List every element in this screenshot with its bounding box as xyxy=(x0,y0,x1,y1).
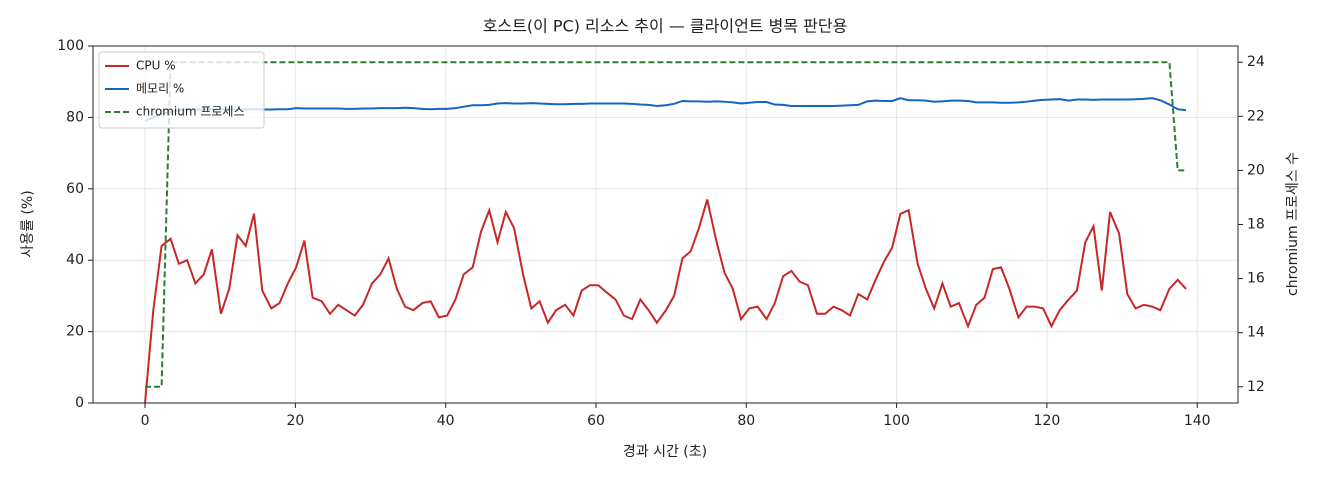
x-axis-label: 경과 시간 (초) xyxy=(623,444,707,460)
y2-tick-label: 16 xyxy=(1247,271,1265,287)
legend-box xyxy=(98,51,265,129)
x-tick-label: 140 xyxy=(1184,413,1211,429)
chart-title: 호스트(이 PC) 리소스 추이 — 클라이언트 병목 판단용 xyxy=(483,17,848,36)
x-tick-label: 0 xyxy=(141,413,150,429)
legend: CPU % 메모리 % chromium 프로세스 xyxy=(98,51,265,129)
y-tick-label: 60 xyxy=(66,181,84,197)
y2-axis-label: chromium 프로세스 수 xyxy=(1285,152,1301,296)
series-line xyxy=(144,199,1187,404)
y-tick-label: 100 xyxy=(57,38,84,54)
y2-tick-label: 12 xyxy=(1247,379,1265,395)
y-axis-label: 사용률 (%) xyxy=(20,190,36,257)
y-tick-label: 80 xyxy=(66,109,84,125)
y2-tick-label: 18 xyxy=(1247,217,1265,233)
y2-tick-label: 22 xyxy=(1247,108,1265,124)
legend-label: CPU % xyxy=(136,59,176,73)
y2-tick-label: 24 xyxy=(1247,54,1265,70)
x-tick-label: 100 xyxy=(883,413,910,429)
y-tick-label: 20 xyxy=(66,324,84,340)
x-tick-label: 40 xyxy=(437,413,455,429)
legend-label: chromium 프로세스 xyxy=(136,105,245,119)
y-tick-label: 40 xyxy=(66,252,84,268)
x-tick-label: 60 xyxy=(587,413,605,429)
y2-tick-label: 20 xyxy=(1247,162,1265,178)
series-line xyxy=(145,61,1186,388)
y-tick-label: 0 xyxy=(75,395,84,411)
series-line xyxy=(144,97,1187,122)
legend-label: 메모리 % xyxy=(136,82,184,96)
x-tick-label: 80 xyxy=(737,413,755,429)
y2-tick-label: 14 xyxy=(1247,325,1265,341)
x-tick-label: 120 xyxy=(1034,413,1061,429)
x-tick-label: 20 xyxy=(286,413,304,429)
plot-frame xyxy=(92,45,1239,404)
